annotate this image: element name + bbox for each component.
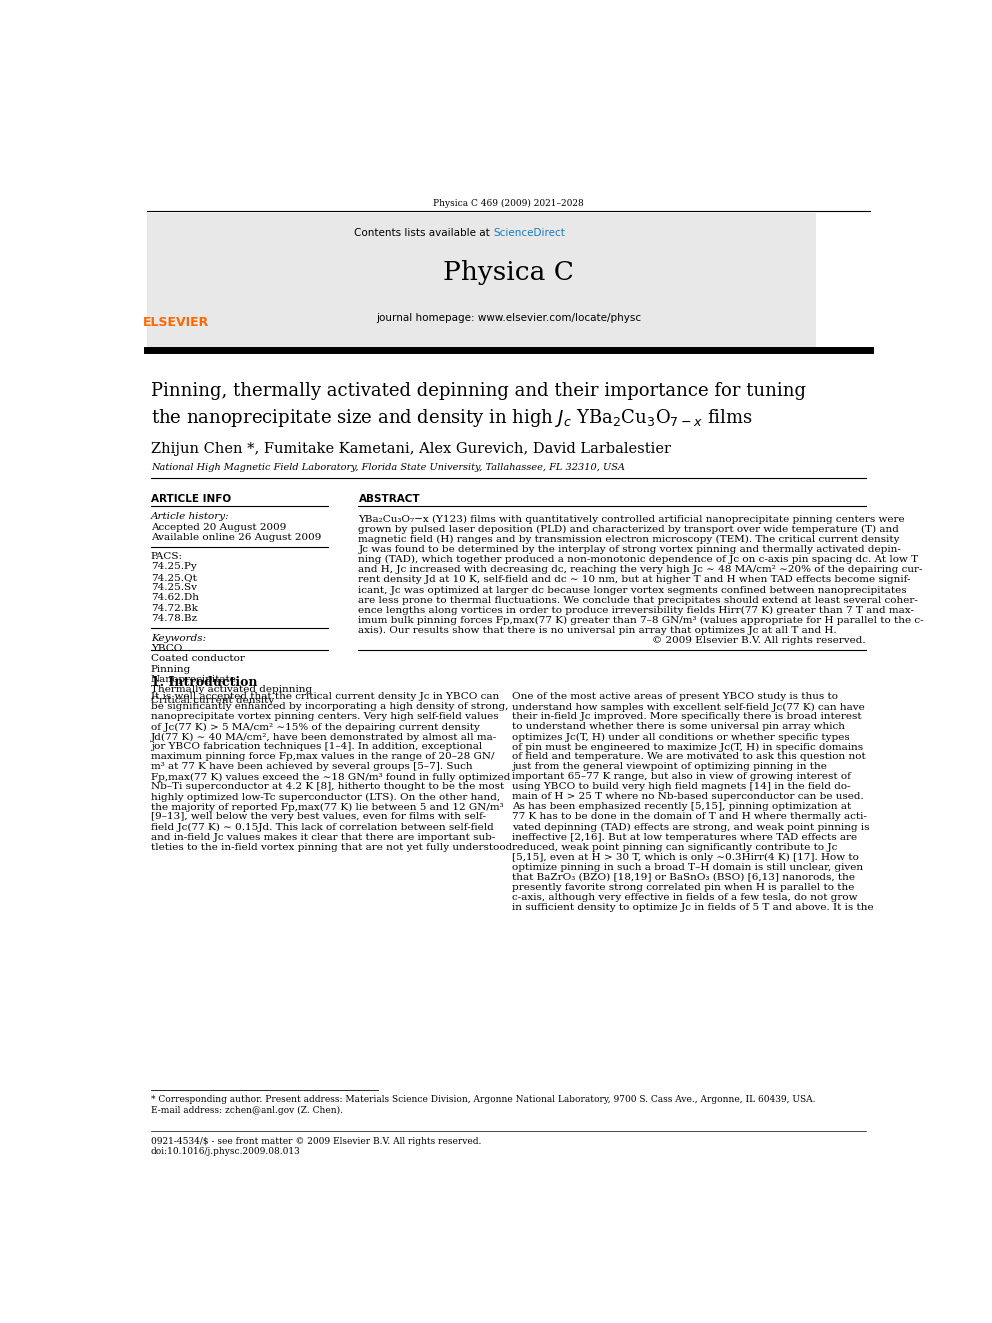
Text: magnetic field (H) ranges and by transmission electron microscopy (TEM). The cri: magnetic field (H) ranges and by transmi… — [358, 534, 900, 544]
Text: just from the general viewpoint of optimizing pinning in the: just from the general viewpoint of optim… — [512, 762, 827, 771]
Text: to understand whether there is some universal pin array which: to understand whether there is some univ… — [512, 722, 845, 732]
Text: vated depinning (TAD) effects are strong, and weak point pinning is: vated depinning (TAD) effects are strong… — [512, 823, 870, 832]
Text: optimize pinning in such a broad T–H domain is still unclear, given: optimize pinning in such a broad T–H dom… — [512, 863, 863, 872]
Text: optimizes Jc(T, H) under all conditions or whether specific types: optimizes Jc(T, H) under all conditions … — [512, 733, 850, 741]
Text: Jd(77 K) ∼ 40 MA/cm², have been demonstrated by almost all ma-: Jd(77 K) ∼ 40 MA/cm², have been demonstr… — [151, 733, 497, 741]
Text: nanoprecipitate vortex pinning centers. Very high self-field values: nanoprecipitate vortex pinning centers. … — [151, 712, 499, 721]
Text: and in-field Jc values makes it clear that there are important sub-: and in-field Jc values makes it clear th… — [151, 832, 495, 841]
Text: understand how samples with excellent self-field Jc(77 K) can have: understand how samples with excellent se… — [512, 703, 865, 712]
Text: 74.25.Py: 74.25.Py — [151, 562, 196, 572]
Text: of Jc(77 K) > 5 MA/cm² ∼15% of the depairing current density: of Jc(77 K) > 5 MA/cm² ∼15% of the depai… — [151, 722, 480, 732]
Text: the majority of reported Fp,max(77 K) lie between 5 and 12 GN/m³: the majority of reported Fp,max(77 K) li… — [151, 803, 504, 811]
Text: Nanoprecipitate: Nanoprecipitate — [151, 675, 237, 684]
Text: © 2009 Elsevier B.V. All rights reserved.: © 2009 Elsevier B.V. All rights reserved… — [653, 636, 866, 646]
Text: Physica C: Physica C — [443, 261, 573, 286]
Text: Article history:: Article history: — [151, 512, 229, 521]
Text: their in-field Jc improved. More specifically there is broad interest: their in-field Jc improved. More specifi… — [512, 712, 862, 721]
Text: axis). Our results show that there is no universal pin array that optimizes Jc a: axis). Our results show that there is no… — [358, 626, 837, 635]
Text: 74.78.Bz: 74.78.Bz — [151, 614, 197, 623]
Text: 1. Introduction: 1. Introduction — [151, 676, 257, 689]
Text: of pin must be engineered to maximize Jc(T, H) in specific domains: of pin must be engineered to maximize Jc… — [512, 742, 863, 751]
Text: are less prone to thermal fluctuations. We conclude that precipitates should ext: are less prone to thermal fluctuations. … — [358, 595, 919, 605]
Text: icant, Jc was optimized at larger dc because longer vortex segments confined bet: icant, Jc was optimized at larger dc bec… — [358, 586, 907, 594]
Text: ELSEVIER: ELSEVIER — [143, 315, 209, 328]
Text: ning (TAD), which together produced a non-monotonic dependence of Jc on c-axis p: ning (TAD), which together produced a no… — [358, 556, 919, 565]
Text: that BaZrO₃ (BZO) [18,19] or BaSnO₃ (BSO) [6,13] nanorods, the: that BaZrO₃ (BZO) [18,19] or BaSnO₃ (BSO… — [512, 873, 855, 881]
Text: 0921-4534/$ - see front matter © 2009 Elsevier B.V. All rights reserved.: 0921-4534/$ - see front matter © 2009 El… — [151, 1136, 481, 1146]
Text: main of H > 25 T where no Nb-based superconductor can be used.: main of H > 25 T where no Nb-based super… — [512, 792, 864, 802]
Text: doi:10.1016/j.physc.2009.08.013: doi:10.1016/j.physc.2009.08.013 — [151, 1147, 301, 1156]
Text: c-axis, although very effective in fields of a few tesla, do not grow: c-axis, although very effective in field… — [512, 893, 858, 901]
Text: journal homepage: www.elsevier.com/locate/physc: journal homepage: www.elsevier.com/locat… — [376, 314, 641, 323]
Text: in sufficient density to optimize Jc in fields of 5 T and above. It is the: in sufficient density to optimize Jc in … — [512, 902, 874, 912]
Text: grown by pulsed laser deposition (PLD) and characterized by transport over wide : grown by pulsed laser deposition (PLD) a… — [358, 525, 900, 533]
Text: imum bulk pinning forces Fp,max(77 K) greater than 7–8 GN/m³ (values appropriate: imum bulk pinning forces Fp,max(77 K) gr… — [358, 617, 925, 626]
Text: It is well accepted that the critical current density Jc in YBCO can: It is well accepted that the critical cu… — [151, 692, 499, 701]
Text: Fp,max(77 K) values exceed the ∼18 GN/m³ found in fully optimized: Fp,max(77 K) values exceed the ∼18 GN/m³… — [151, 773, 510, 782]
Text: field Jc(77 K) ∼ 0.15Jd. This lack of correlation between self-field: field Jc(77 K) ∼ 0.15Jd. This lack of co… — [151, 823, 494, 832]
Text: 74.25.Qt: 74.25.Qt — [151, 573, 196, 582]
Text: maximum pinning force Fp,max values in the range of 20–28 GN/: maximum pinning force Fp,max values in t… — [151, 753, 494, 762]
Text: Keywords:: Keywords: — [151, 634, 206, 643]
Text: Nb–Ti superconductor at 4.2 K [8], hitherto thought to be the most: Nb–Ti superconductor at 4.2 K [8], hithe… — [151, 782, 504, 791]
Text: 74.25.Sv: 74.25.Sv — [151, 583, 196, 591]
Text: Contents lists available at: Contents lists available at — [354, 228, 493, 238]
Text: National High Magnetic Field Laboratory, Florida State University, Tallahassee, : National High Magnetic Field Laboratory,… — [151, 463, 625, 472]
Text: YBCO: YBCO — [151, 644, 183, 652]
Text: m³ at 77 K have been achieved by several groups [5–7]. Such: m³ at 77 K have been achieved by several… — [151, 762, 472, 771]
Text: Zhijun Chen *, Fumitake Kametani, Alex Gurevich, David Larbalestier: Zhijun Chen *, Fumitake Kametani, Alex G… — [151, 442, 671, 456]
Text: ARTICLE INFO: ARTICLE INFO — [151, 493, 231, 504]
Text: ScienceDirect: ScienceDirect — [493, 228, 564, 238]
Text: Pinning: Pinning — [151, 664, 191, 673]
Text: and H, Jc increased with decreasing dc, reaching the very high Jc ∼ 48 MA/cm² ∼2: and H, Jc increased with decreasing dc, … — [358, 565, 923, 574]
Text: ence lengths along vortices in order to produce irreversibility fields Hirr(77 K: ence lengths along vortices in order to … — [358, 606, 915, 615]
Text: highly optimized low-Tc superconductor (LTS). On the other hand,: highly optimized low-Tc superconductor (… — [151, 792, 500, 802]
Text: ABSTRACT: ABSTRACT — [358, 493, 420, 504]
Text: using YBCO to build very high field magnets [14] in the field do-: using YBCO to build very high field magn… — [512, 782, 851, 791]
Text: YBa₂Cu₃O₇−x (Y123) films with quantitatively controlled artificial nanoprecipita: YBa₂Cu₃O₇−x (Y123) films with quantitati… — [358, 515, 905, 524]
Text: PACS:: PACS: — [151, 552, 183, 561]
Text: Accepted 20 August 2009: Accepted 20 August 2009 — [151, 523, 287, 532]
Text: 77 K has to be done in the domain of T and H where thermally acti-: 77 K has to be done in the domain of T a… — [512, 812, 867, 822]
Text: [9–13], well below the very best values, even for films with self-: [9–13], well below the very best values,… — [151, 812, 486, 822]
Text: Thermally activated depinning: Thermally activated depinning — [151, 685, 312, 695]
Text: the nanoprecipitate size and density in high $J_c$ YBa$_2$Cu$_3$O$_{7-x}$ films: the nanoprecipitate size and density in … — [151, 407, 753, 430]
Text: presently favorite strong correlated pin when H is parallel to the: presently favorite strong correlated pin… — [512, 882, 855, 892]
Text: 74.72.Bk: 74.72.Bk — [151, 603, 197, 613]
Text: ineffective [2,16]. But at low temperatures where TAD effects are: ineffective [2,16]. But at low temperatu… — [512, 832, 857, 841]
Text: reduced, weak point pinning can significantly contribute to Jc: reduced, weak point pinning can signific… — [512, 843, 837, 852]
Text: Coated conductor: Coated conductor — [151, 655, 245, 663]
Text: be significantly enhanced by incorporating a high density of strong,: be significantly enhanced by incorporati… — [151, 703, 508, 712]
Text: jor YBCO fabrication techniques [1–4]. In addition, exceptional: jor YBCO fabrication techniques [1–4]. I… — [151, 742, 482, 751]
Text: Pinning, thermally activated depinning and their importance for tuning: Pinning, thermally activated depinning a… — [151, 382, 806, 400]
Text: Physica C 469 (2009) 2021–2028: Physica C 469 (2009) 2021–2028 — [434, 198, 583, 208]
Text: * Corresponding author. Present address: Materials Science Division, Argonne Nat: * Corresponding author. Present address:… — [151, 1095, 815, 1105]
Text: 74.62.Dh: 74.62.Dh — [151, 594, 199, 602]
Text: Jc was found to be determined by the interplay of strong vortex pinning and ther: Jc was found to be determined by the int… — [358, 545, 902, 554]
Text: Available online 26 August 2009: Available online 26 August 2009 — [151, 533, 321, 542]
Text: As has been emphasized recently [5,15], pinning optimization at: As has been emphasized recently [5,15], … — [512, 803, 851, 811]
Text: of field and temperature. We are motivated to ask this question not: of field and temperature. We are motivat… — [512, 753, 866, 762]
Text: Critical current density: Critical current density — [151, 696, 274, 705]
Text: One of the most active areas of present YBCO study is thus to: One of the most active areas of present … — [512, 692, 838, 701]
Text: tleties to the in-field vortex pinning that are not yet fully understood.: tleties to the in-field vortex pinning t… — [151, 843, 516, 852]
Text: important 65–77 K range, but also in view of growing interest of: important 65–77 K range, but also in vie… — [512, 773, 851, 782]
Text: E-mail address: zchen@anl.gov (Z. Chen).: E-mail address: zchen@anl.gov (Z. Chen). — [151, 1106, 343, 1115]
Bar — [147, 213, 815, 349]
Text: [5,15], even at H > 30 T, which is only ∼0.3Hirr(4 K) [17]. How to: [5,15], even at H > 30 T, which is only … — [512, 852, 859, 861]
Text: rent density Jd at 10 K, self-field and dc ∼ 10 nm, but at higher T and H when T: rent density Jd at 10 K, self-field and … — [358, 576, 911, 585]
